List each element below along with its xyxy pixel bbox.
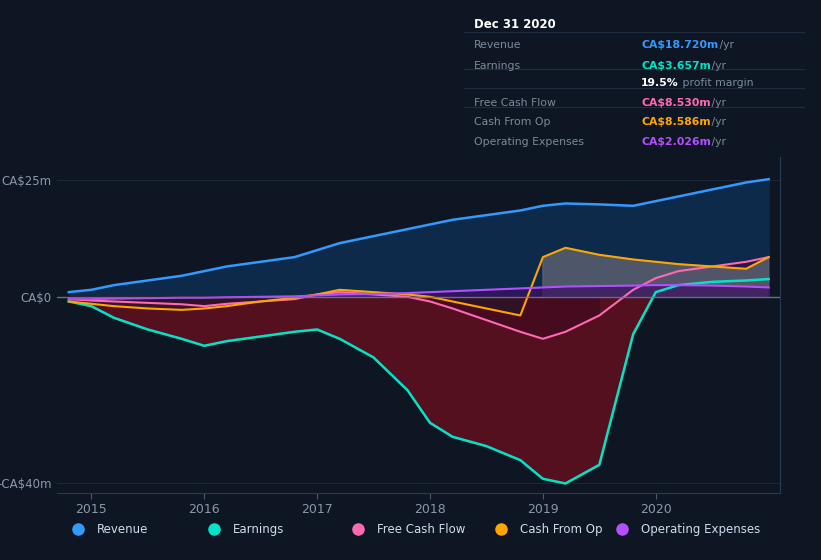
Text: CA$18.720m: CA$18.720m — [641, 40, 718, 50]
Text: CA$2.026m: CA$2.026m — [641, 137, 711, 147]
Text: Cash From Op: Cash From Op — [474, 118, 551, 127]
Text: /yr: /yr — [709, 118, 727, 127]
Text: /yr: /yr — [709, 61, 727, 71]
Text: /yr: /yr — [716, 40, 734, 50]
Text: Earnings: Earnings — [233, 522, 284, 536]
Text: Earnings: Earnings — [474, 61, 521, 71]
Text: 19.5%: 19.5% — [641, 77, 679, 87]
Text: Revenue: Revenue — [97, 522, 149, 536]
Text: profit margin: profit margin — [678, 77, 753, 87]
Text: Dec 31 2020: Dec 31 2020 — [474, 18, 556, 31]
Text: CA$8.530m: CA$8.530m — [641, 98, 711, 108]
Text: CA$8.586m: CA$8.586m — [641, 118, 711, 127]
Text: /yr: /yr — [709, 98, 727, 108]
Text: Cash From Op: Cash From Op — [520, 522, 603, 536]
Text: Operating Expenses: Operating Expenses — [474, 137, 584, 147]
Text: CA$3.657m: CA$3.657m — [641, 61, 711, 71]
Text: Free Cash Flow: Free Cash Flow — [377, 522, 465, 536]
Text: /yr: /yr — [709, 137, 727, 147]
Text: Revenue: Revenue — [474, 40, 521, 50]
Text: Free Cash Flow: Free Cash Flow — [474, 98, 556, 108]
Text: Operating Expenses: Operating Expenses — [641, 522, 760, 536]
